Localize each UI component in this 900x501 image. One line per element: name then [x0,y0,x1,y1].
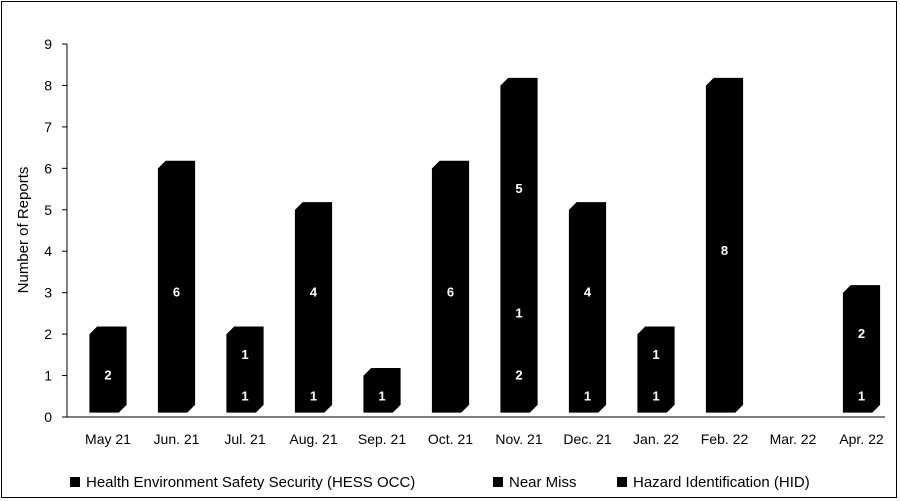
bar-jun-21 [157,159,196,414]
x-tick-label: Jun. 21 [154,431,200,447]
x-tick-label: Feb. 22 [701,431,749,447]
data-label: 1 [652,388,659,403]
y-axis-label: Number of Reports [15,167,32,294]
bar-sep-21 [362,367,402,414]
bar-dec-21 [568,201,607,414]
x-tick-label: Mar. 22 [770,431,817,447]
bar-nov-21 [499,77,539,414]
data-label: 6 [173,285,180,300]
x-tick-label: Sep. 21 [358,431,406,447]
legend-swatch [493,477,503,487]
axes [62,44,885,418]
bar-aug-21 [294,201,333,414]
data-label: 2 [104,368,111,383]
x-tick-label: Oct. 21 [428,431,473,447]
data-label: 1 [241,388,248,403]
y-tick-label: 8 [44,77,52,93]
bars: 2 6 1 1 1 4 1 6 2 1 5 1 4 1 1 8 1 2 [88,77,881,414]
x-tick-label: Jan. 22 [633,431,679,447]
y-tick-label: 6 [44,160,52,176]
data-label: 6 [447,285,454,300]
legend-swatch [70,477,80,487]
data-label: 2 [858,326,865,341]
legend-swatch [617,477,627,487]
bar-oct-21 [431,159,470,414]
y-tick-label: 7 [44,119,52,135]
y-tick-label: 9 [44,36,52,52]
data-label: 1 [378,388,385,403]
data-label: 1 [241,347,248,362]
y-ticks: 0 1 2 3 4 5 6 7 8 9 [44,36,67,425]
y-tick-label: 2 [44,326,52,342]
y-tick-label: 4 [44,243,52,259]
data-label: 1 [515,305,522,320]
y-tick-label: 1 [44,368,52,384]
bar-feb-22 [705,77,744,414]
x-tick-label: Jul. 21 [224,431,265,447]
x-tick-label: May 21 [85,431,131,447]
data-label: 1 [310,388,317,403]
data-label: 4 [310,285,318,300]
x-tick-label: Apr. 22 [839,431,884,447]
y-tick-label: 3 [44,285,52,301]
data-label: 2 [515,368,522,383]
x-ticks: May 21 Jun. 21 Jul. 21 Aug. 21 Sep. 21 Oct. 2… [85,431,884,447]
x-tick-label: Nov. 21 [495,431,542,447]
y-tick-label: 0 [44,409,52,425]
data-label: 1 [858,388,865,403]
legend-label: Health Environment Safety Security (HESS… [86,474,415,491]
data-label: 1 [652,347,659,362]
legend-label: Near Miss [509,474,577,491]
bar-may-21 [88,325,128,414]
bar-jul-21 [225,325,265,414]
data-label: 1 [584,388,591,403]
data-label: 8 [721,243,728,258]
x-tick-label: Dec. 21 [563,431,611,447]
legend: Health Environment Safety Security (HESS… [70,474,810,491]
legend-label: Hazard Identification (HID) [633,474,810,491]
bar-apr-22 [842,284,881,414]
x-tick-label: Aug. 21 [289,431,337,447]
data-label: 5 [515,181,522,196]
bar-jan-22 [636,325,676,414]
y-tick-label: 5 [44,202,52,218]
data-label: 4 [584,285,592,300]
